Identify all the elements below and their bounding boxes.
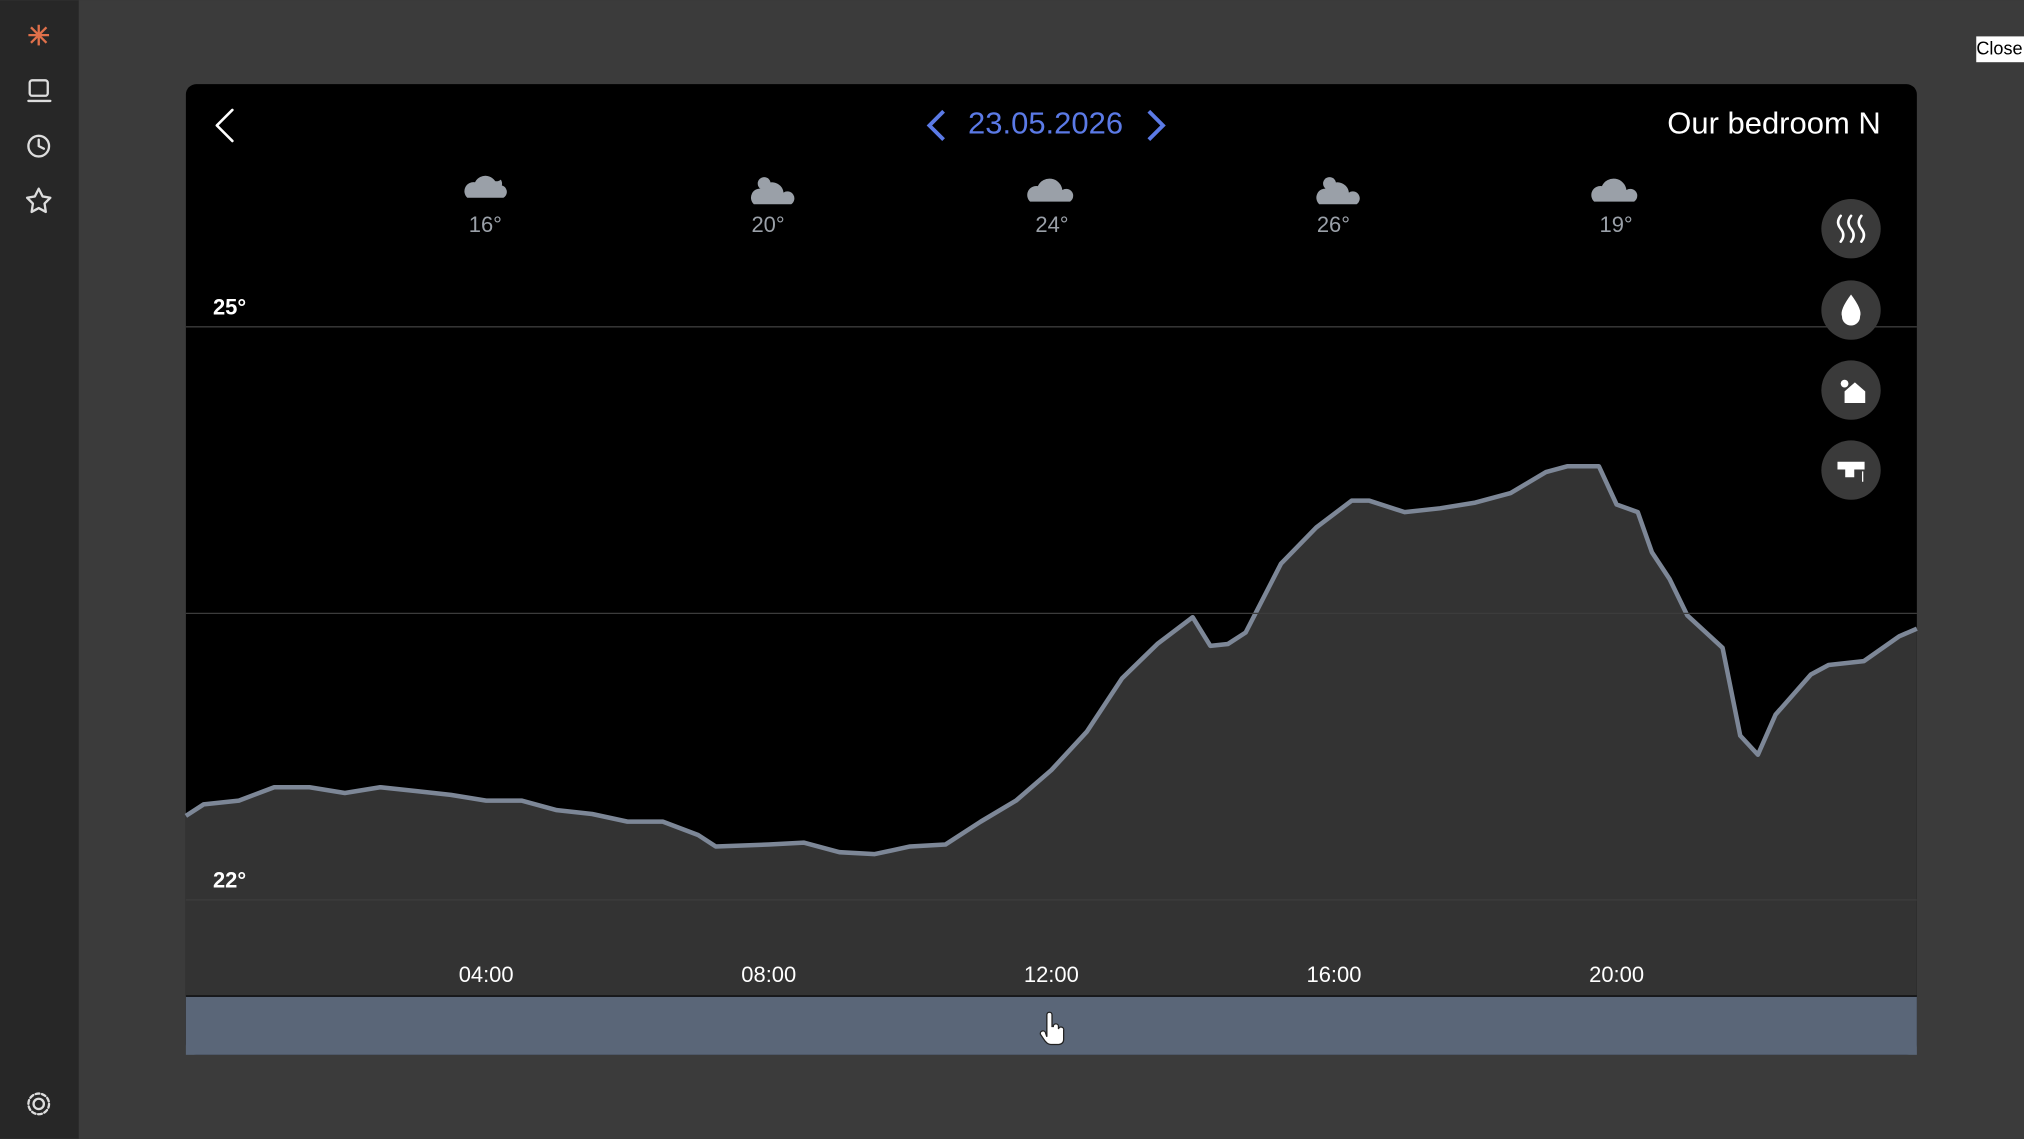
close-button[interactable]: Close <box>1976 36 2024 63</box>
forecast-temp: 19° <box>1600 212 1633 237</box>
area <box>185 466 1917 996</box>
sidebar-icons[interactable] <box>25 24 52 1116</box>
y-tick-label: 22° <box>213 868 246 893</box>
close-label[interactable]: Close <box>1976 39 2022 59</box>
x-tick-label: 04:00 <box>459 962 514 987</box>
back-button[interactable] <box>215 108 234 143</box>
next-day[interactable] <box>1147 109 1166 142</box>
forecast-temp: 16° <box>469 212 502 237</box>
mode-buttons[interactable] <box>1821 199 1881 500</box>
x-tick-label: 08:00 <box>741 962 796 987</box>
sidebar <box>0 0 79 1139</box>
forecast-temp: 20° <box>751 212 784 237</box>
forecast-temp: 24° <box>1035 212 1068 237</box>
room-name: Our bedroom N <box>1667 106 1880 141</box>
date[interactable]: 23.05.2026 <box>968 106 1123 141</box>
drag-handle[interactable] <box>1039 1011 1065 1046</box>
x-tick-label: 12:00 <box>1024 962 1079 987</box>
x-tick-label: 20:00 <box>1589 962 1644 987</box>
chart: 25° 22° 04:00 08:00 12:00 16:00 20:00 <box>184 295 1918 996</box>
weather-icons <box>464 175 1638 205</box>
y-tick-label: 25° <box>213 295 246 320</box>
line <box>184 464 1918 857</box>
forecast-temp: 26° <box>1317 212 1350 237</box>
prev-day[interactable] <box>926 109 945 142</box>
x-tick-label: 16:00 <box>1307 962 1362 987</box>
